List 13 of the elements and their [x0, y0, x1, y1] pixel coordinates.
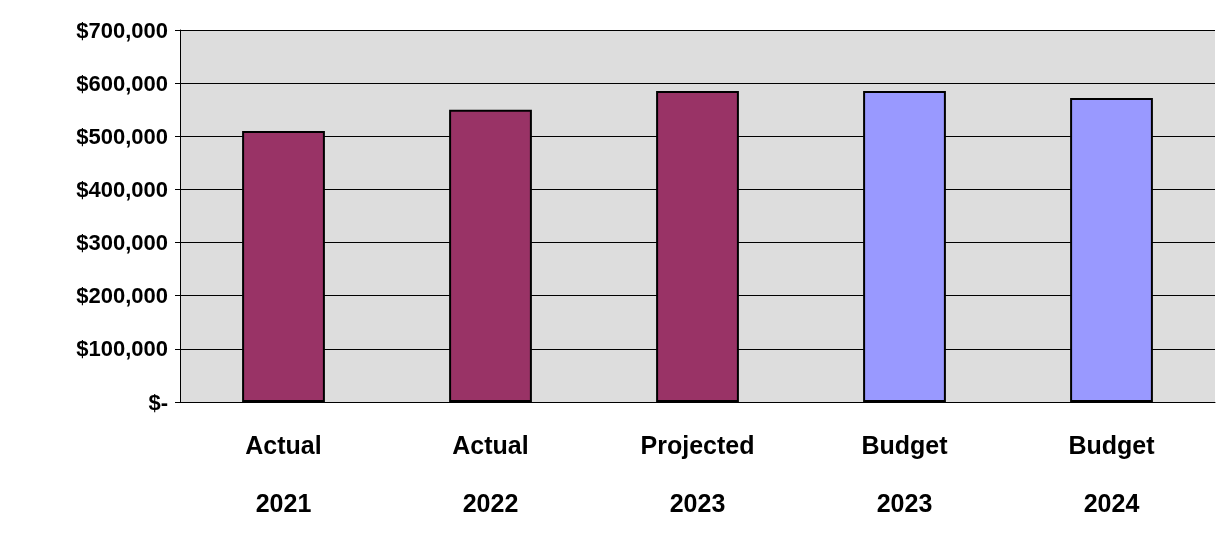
category-label: Actual 2021 [245, 431, 322, 517]
y-tick-label: $200,000 [76, 283, 168, 309]
y-tick-label: $500,000 [76, 123, 168, 149]
category-label: Projected 2023 [640, 431, 755, 517]
y-tick-label: $400,000 [76, 176, 168, 202]
category-label: Budget 2023 [861, 431, 948, 517]
y-tick-label: $300,000 [76, 230, 168, 256]
y-tick-label: $- [148, 389, 168, 415]
category-label: Budget 2024 [1068, 431, 1155, 517]
y-tick-label: $600,000 [76, 70, 168, 96]
category-label: Actual 2022 [452, 431, 529, 517]
y-tick-label: $100,000 [76, 336, 168, 362]
y-tick-label: $700,000 [76, 17, 168, 43]
